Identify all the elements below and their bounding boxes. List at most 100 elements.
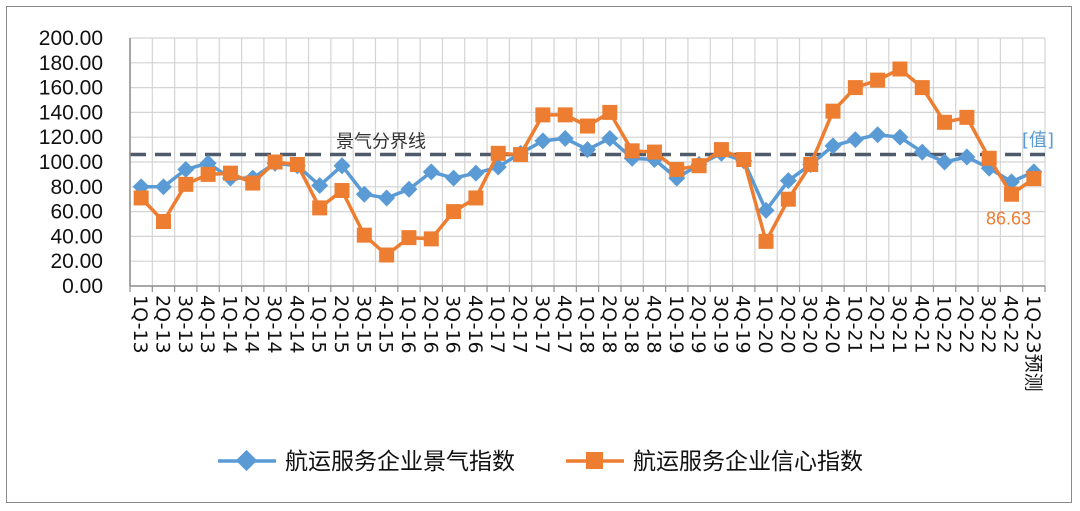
x-tick-label: 4Q-13 (196, 295, 218, 354)
data-point-diamond (154, 178, 172, 196)
x-tick-label: 1Q-18 (576, 295, 598, 354)
x-tick-label: 2Q-20 (776, 295, 798, 354)
data-point-diamond (913, 143, 931, 161)
data-point-square (736, 152, 752, 168)
x-tick-label: 2Q-19 (687, 295, 709, 354)
annotations: [值] 86.63 (986, 130, 1054, 229)
axes (129, 38, 1046, 292)
y-axis-ticks: 0.0020.0040.0060.0080.00100.00120.00140.… (39, 27, 103, 298)
data-point-diamond (891, 128, 909, 146)
data-point-square (870, 72, 886, 88)
data-point-square (624, 143, 640, 159)
legend-square-marker (586, 452, 603, 469)
data-point-square (446, 204, 462, 220)
legend: 航运服务企业景气指数 航运服务企业信心指数 (218, 449, 863, 475)
x-tick-label: 3Q-18 (620, 295, 642, 354)
x-tick-label: 3Q-22 (977, 295, 999, 354)
data-point-square (334, 183, 350, 199)
data-point-square (133, 190, 149, 206)
data-point-square (245, 175, 261, 191)
data-point-square (1026, 171, 1042, 187)
data-point-square (758, 233, 774, 249)
data-point-diamond (355, 185, 373, 203)
x-tick-label: 4Q-20 (821, 295, 843, 354)
legend-label-confidence: 航运服务企业信心指数 (633, 449, 863, 475)
data-point-square (602, 104, 618, 120)
x-tick-label: 4Q-14 (285, 295, 307, 354)
x-tick-label: 2Q-22 (955, 295, 977, 354)
legend-label-prosperity: 航运服务企业景气指数 (285, 449, 515, 475)
series-prosperity-index (132, 126, 1043, 219)
legend-diamond-marker (235, 449, 258, 472)
x-tick-label: 3Q-17 (531, 295, 553, 354)
data-point-square (981, 150, 997, 166)
data-point-diamond (958, 148, 976, 166)
x-tick-label: 2Q-21 (866, 295, 888, 354)
data-point-diamond (779, 172, 797, 190)
y-tick-label: 60.00 (50, 201, 103, 224)
data-point-square (713, 142, 729, 158)
data-point-square (959, 109, 975, 125)
data-point-square (401, 230, 417, 246)
chart-frame (6, 6, 1072, 503)
data-point-diamond (400, 180, 418, 198)
legend-item-prosperity-index: 航运服务企业景气指数 (218, 449, 515, 475)
data-point-square (513, 147, 529, 163)
data-point-square (691, 158, 707, 174)
legend-item-confidence-index: 航运服务企业信心指数 (566, 449, 863, 475)
x-tick-label: 1Q-13 (129, 295, 151, 354)
data-point-diamond (936, 153, 954, 171)
x-tick-label: 1Q-23预测 (1022, 295, 1044, 392)
y-tick-label: 20.00 (50, 250, 103, 273)
x-tick-label: 4Q-21 (910, 295, 932, 354)
data-point-diamond (869, 126, 887, 144)
x-tick-label: 1Q-16 (397, 295, 419, 354)
data-point-square (557, 107, 573, 123)
data-point-square (379, 247, 395, 263)
data-point-diamond (556, 129, 574, 147)
data-point-square (803, 156, 819, 172)
data-point-diamond (757, 201, 775, 219)
x-tick-label: 1Q-15 (308, 295, 330, 354)
data-point-diamond (824, 137, 842, 155)
x-tick-label: 3Q-16 (442, 295, 464, 354)
data-point-diamond (311, 177, 329, 195)
y-tick-label: 40.00 (50, 225, 103, 248)
data-point-square (312, 200, 328, 216)
data-point-square (267, 154, 283, 170)
y-tick-label: 0.00 (62, 275, 103, 298)
data-point-diamond (846, 131, 864, 149)
x-tick-label: 4Q-17 (553, 295, 575, 354)
data-point-square (646, 144, 662, 160)
x-tick-label: 2Q-17 (509, 295, 531, 354)
annotation-value-placeholder: [值] (1022, 130, 1054, 151)
data-point-square (780, 191, 796, 207)
x-tick-label: 2Q-18 (598, 295, 620, 354)
data-point-square (914, 80, 930, 96)
x-tick-label: 3Q-19 (709, 295, 731, 354)
data-point-square (1004, 186, 1020, 202)
x-tick-label: 3Q-21 (888, 295, 910, 354)
data-point-square (178, 176, 194, 192)
series-confidence-index (133, 61, 1042, 263)
x-tick-label: 4Q-19 (732, 295, 754, 354)
x-tick-label: 1Q-14 (218, 295, 240, 354)
x-tick-label: 4Q-16 (464, 295, 486, 354)
x-tick-label: 4Q-22 (1000, 295, 1022, 354)
x-tick-label: 4Q-15 (375, 295, 397, 354)
data-point-square (580, 118, 595, 134)
data-point-square (155, 214, 171, 230)
x-tick-label: 2Q-15 (330, 295, 352, 354)
y-tick-label: 160.00 (39, 77, 103, 100)
data-point-square (825, 103, 841, 119)
data-point-square (423, 231, 439, 247)
data-point-square (200, 166, 216, 182)
x-tick-label: 2Q-16 (419, 295, 441, 354)
data-point-diamond (422, 163, 440, 181)
x-tick-label: 1Q-20 (754, 295, 776, 354)
data-point-square (289, 156, 305, 172)
data-point-diamond (333, 157, 351, 175)
x-tick-label: 1Q-17 (486, 295, 508, 354)
data-point-square (222, 165, 238, 181)
